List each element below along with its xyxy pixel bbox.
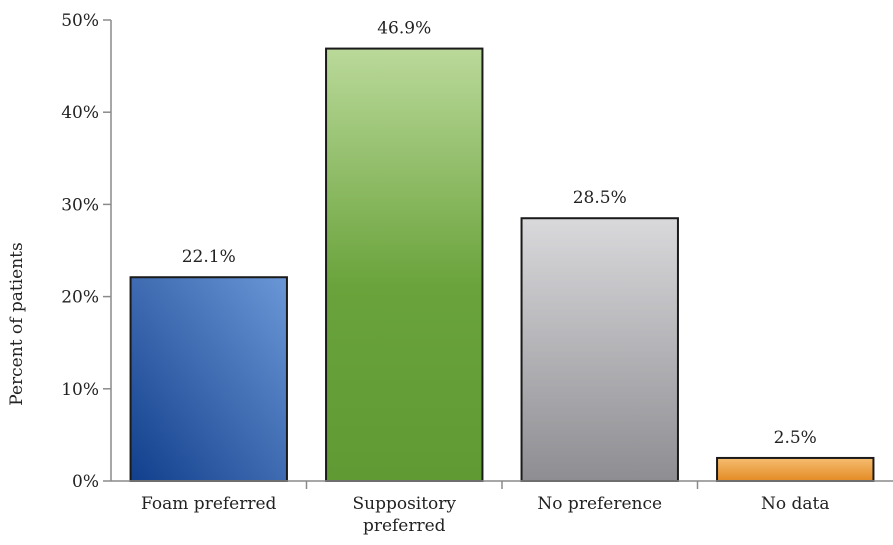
bar bbox=[325, 47, 484, 482]
bar-value-label: 46.9% bbox=[377, 19, 431, 39]
y-tick-label: 10% bbox=[61, 380, 99, 400]
bar bbox=[520, 217, 679, 482]
y-tick-label: 40% bbox=[61, 103, 99, 123]
y-tick-label: 30% bbox=[61, 195, 99, 215]
y-tick-label: 0% bbox=[72, 472, 99, 492]
x-category-label-line: No preference bbox=[537, 494, 662, 514]
x-category-label-line: Suppository bbox=[352, 494, 456, 514]
bar-value-label: 22.1% bbox=[182, 247, 236, 267]
x-category-label-line: Foam preferred bbox=[141, 494, 276, 514]
bar-value-label: 28.5% bbox=[573, 188, 627, 208]
y-axis-ticks: 0% 10% 20% 30% 40% 50% bbox=[61, 11, 112, 492]
y-tick-label: 20% bbox=[61, 288, 99, 308]
x-category-label-line: preferred bbox=[363, 516, 446, 536]
bar-value-label: 2.5% bbox=[774, 428, 817, 448]
x-category-label-line: No data bbox=[761, 494, 830, 514]
y-axis-title: Percent of patients bbox=[7, 242, 27, 405]
x-category-label: No preference bbox=[537, 494, 662, 514]
x-axis-labels: Foam preferred Suppository preferred No pre… bbox=[141, 494, 829, 536]
x-category-label: No data bbox=[761, 494, 830, 514]
x-category-label: Suppository preferred bbox=[352, 494, 456, 536]
bar bbox=[129, 276, 288, 482]
bar bbox=[716, 456, 875, 483]
x-axis bbox=[111, 480, 893, 489]
bars: 22.1% 46.9% 28.5% 2.5% bbox=[129, 19, 875, 483]
x-category-label: Foam preferred bbox=[141, 494, 276, 514]
y-tick-label: 50% bbox=[61, 11, 99, 31]
